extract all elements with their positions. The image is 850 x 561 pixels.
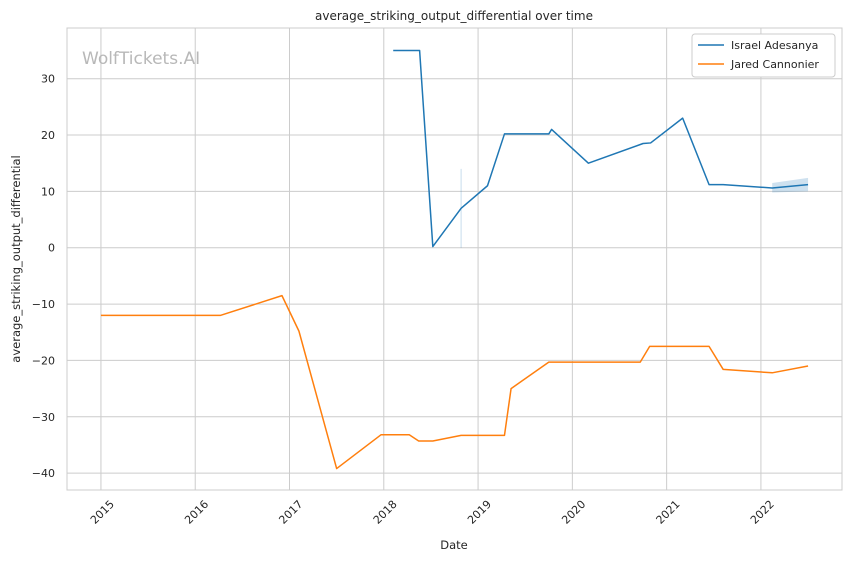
- legend-label-israel-adesanya: Israel Adesanya: [731, 39, 818, 52]
- series-line-israel-adesanya: [393, 49, 809, 248]
- legend-label-jared-cannonier: Jared Cannonier: [730, 58, 819, 71]
- x-tick-label: 2018: [371, 498, 400, 527]
- x-tick-label: 2015: [88, 498, 117, 527]
- y-tick-label: 10: [41, 185, 55, 198]
- chart-title: average_striking_output_differential ove…: [315, 9, 593, 23]
- grid: [67, 28, 842, 490]
- y-tick-label: −30: [32, 411, 55, 424]
- series-israel-adesanya: [393, 49, 809, 248]
- series-layer: [100, 49, 809, 470]
- x-tick-label: 2022: [748, 498, 777, 527]
- x-axis-title: Date: [440, 538, 468, 552]
- x-tick-label: 2019: [465, 498, 494, 527]
- x-tick-label: 2020: [559, 498, 588, 527]
- y-tick-label: 0: [48, 242, 55, 255]
- y-tick-label: 30: [41, 73, 55, 86]
- x-ticks: 2015 2016 2017 2018 2019 2020 2021 2022: [88, 498, 777, 527]
- watermark-group: WolfTickets.AI: [82, 49, 200, 69]
- y-tick-label: −40: [32, 467, 55, 480]
- y-tick-label: −10: [32, 298, 55, 311]
- legend: Israel Adesanya Jared Cannonier: [691, 33, 836, 78]
- plot-frame: [66, 27, 843, 491]
- x-tick-label: 2016: [182, 498, 211, 527]
- x-tick-label: 2021: [654, 498, 683, 527]
- series-jared-cannonier: [100, 294, 809, 470]
- confidence-band: [772, 177, 809, 193]
- y-axis-title: average_striking_output_differential: [9, 155, 23, 362]
- y-tick-label: −20: [32, 354, 55, 367]
- watermark: WolfTickets.AI: [82, 49, 200, 69]
- y-tick-label: 20: [41, 129, 55, 142]
- y-ticks: −40 −30 −20 −10 0 10 20 30: [32, 73, 55, 480]
- plot-area: [67, 28, 842, 490]
- series-line-jared-cannonier: [100, 294, 809, 470]
- x-tick-label: 2017: [276, 498, 305, 527]
- legend-box: [691, 33, 836, 78]
